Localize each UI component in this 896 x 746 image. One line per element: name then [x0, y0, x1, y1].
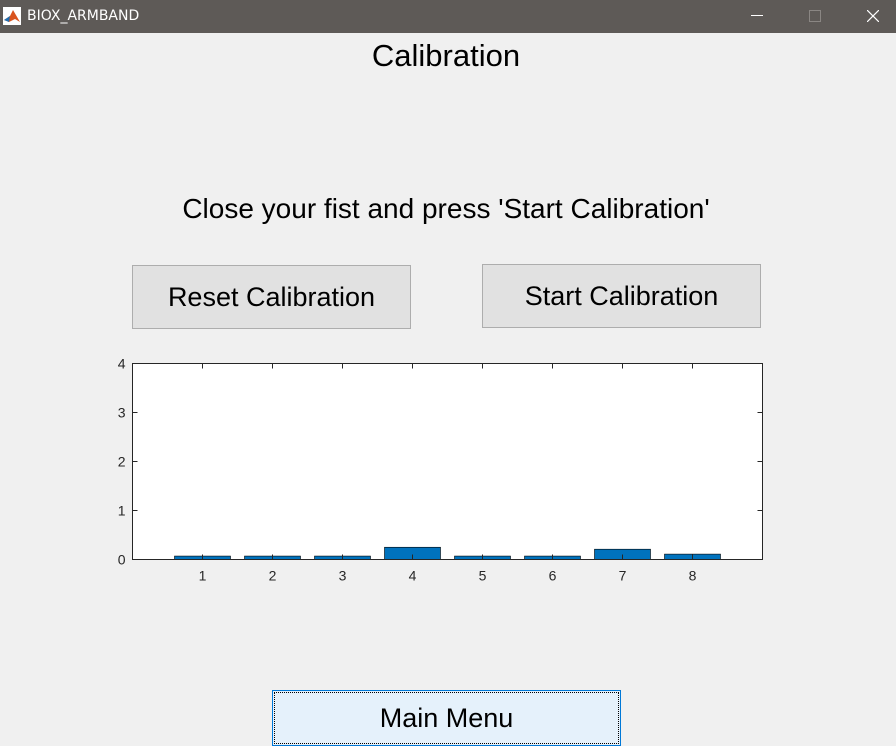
y-tick-label: 2 — [118, 454, 126, 470]
maximize-button[interactable] — [792, 0, 838, 33]
calibration-bar-chart: 1 2 3 4 5 6 7 8 0 1 2 3 4 — [118, 356, 763, 584]
page-title: Calibration — [371, 38, 521, 73]
matlab-logo-icon — [3, 7, 21, 25]
y-tick-label: 1 — [118, 503, 126, 519]
y-tick-label: 4 — [118, 356, 126, 372]
window-titlebar: BIOX_ARMBAND — [0, 0, 896, 33]
maximize-icon — [809, 10, 821, 22]
chart-plot-area — [132, 363, 763, 560]
x-tick-label: 3 — [339, 568, 347, 584]
main-menu-button[interactable]: Main Menu — [272, 690, 621, 746]
x-tick-label: 2 — [269, 568, 277, 584]
x-tick-label: 4 — [409, 568, 417, 584]
close-icon — [867, 10, 879, 22]
x-tick-label: 5 — [479, 568, 487, 584]
y-tick-label: 0 — [118, 552, 126, 568]
y-tick-label: 3 — [118, 405, 126, 421]
minimize-icon — [751, 15, 763, 16]
close-button[interactable] — [850, 0, 896, 33]
x-tick-label: 8 — [689, 568, 697, 584]
reset-calibration-button[interactable]: Reset Calibration — [132, 265, 411, 329]
window-title: BIOX_ARMBAND — [27, 8, 140, 24]
x-tick-label: 6 — [549, 568, 557, 584]
x-tick-label: 1 — [199, 568, 207, 584]
x-tick-label: 7 — [619, 568, 627, 584]
start-calibration-button[interactable]: Start Calibration — [482, 264, 761, 328]
instruction-text: Close your fist and press 'Start Calibra… — [182, 193, 710, 224]
minimize-button[interactable] — [734, 0, 780, 33]
